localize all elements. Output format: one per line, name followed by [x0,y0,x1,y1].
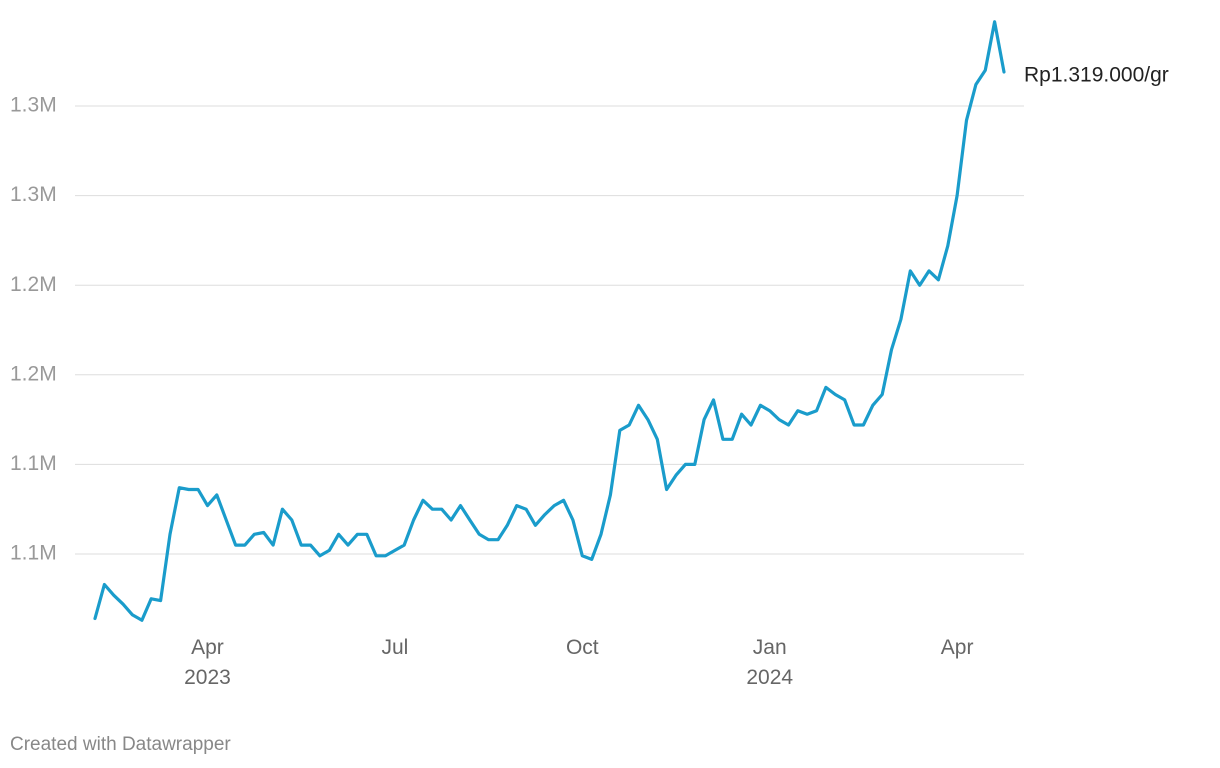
x-tick-label-part: Jan [753,636,787,659]
y-tick-label: 1.1M [10,452,57,475]
x-tick-label-part: Apr [191,636,224,659]
y-tick-label: 1.2M [10,273,57,296]
line [93,20,1006,622]
x-tick-label: Jul [381,636,408,659]
x-tick-label: Apr 2023 [184,636,231,689]
x-tick-label: Oct [566,636,599,659]
y-tick-label: 1.3M [10,94,57,117]
y-tick-label: 1.2M [10,362,57,385]
x-tick-label-part: Jul [381,636,408,659]
x-tick-label: Jan 2024 [746,636,793,689]
x-tick-label-part: 2023 [184,666,231,689]
x-tick-label: Apr [941,636,974,659]
y-tick-label: 1.3M [10,183,57,206]
credit: Created with Datawrapper [10,734,231,755]
x-tick-label-part: 2024 [746,666,793,689]
x-tick-label-part: Oct [566,636,599,659]
x-tick-label-part: Apr [941,636,974,659]
y-tick-label: 1.1M [10,542,57,565]
value-label: Rp1.319.000/gr [1024,64,1169,87]
